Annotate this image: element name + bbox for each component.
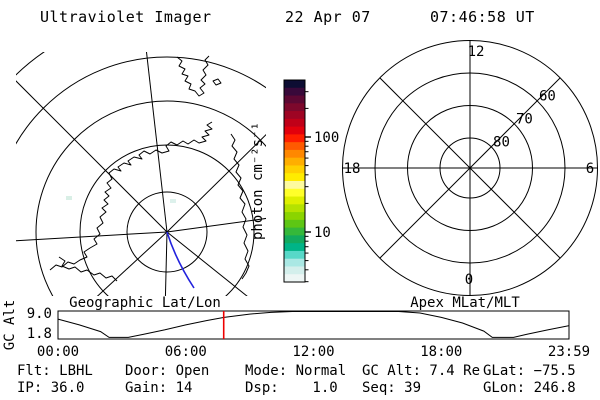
status-field: GLon: 246.8: [483, 380, 576, 396]
colorbar-band: [284, 111, 305, 120]
colorbar-band: [284, 212, 305, 221]
latitude-ring: [16, 56, 266, 145]
mlat-ring-label: 80: [493, 135, 510, 151]
mlt-spoke: [379, 77, 471, 169]
colorbar-band: [284, 204, 305, 213]
meridian-line: [166, 231, 248, 296]
time-axis-label: 18:00: [420, 344, 462, 360]
gcalt-ytick-9: 9.0: [27, 306, 52, 322]
coastline-segment: [49, 121, 213, 271]
colorbar-band: [284, 173, 305, 182]
colorbar-band: [284, 103, 305, 112]
mlt-spoke: [469, 167, 561, 259]
antarctica-coastline: [49, 55, 250, 282]
coastline-segment: [230, 133, 250, 280]
meridian-line: [145, 52, 168, 233]
satellite-track-line: [166, 231, 195, 289]
gcalt-ytick-1.8: 1.8: [27, 326, 52, 342]
gcalt-curve: [57, 311, 569, 338]
status-field: IP: 36.0: [17, 380, 85, 396]
colorbar-band: [284, 219, 305, 229]
colorbar-band: [284, 149, 305, 159]
colorbar-band: [284, 227, 305, 236]
mlt-spoke: [379, 167, 471, 259]
status-field: Seq: 39: [362, 380, 422, 396]
colorbar-band: [284, 87, 305, 97]
gcalt-chart-frame: [57, 310, 570, 340]
coastline-segment: [58, 256, 118, 282]
time-axis-label: 00:00: [37, 344, 79, 360]
colorbar: [284, 80, 305, 283]
status-field: GC Alt: 7.4 Re: [362, 363, 481, 379]
faint-emission-pixel: [170, 199, 176, 203]
gcalt-axis-label: GC Alt: [2, 300, 18, 351]
coastline-segment: [176, 55, 210, 97]
colorbar-band: [284, 157, 305, 167]
polar-mlat-ring-labels: 80 70 60: [493, 89, 556, 151]
colorbar-tick-100: 100: [314, 130, 339, 146]
colorbar-band: [284, 274, 305, 283]
faint-emission-pixel: [66, 196, 72, 200]
apex-polar-grid: [342, 40, 598, 296]
polar-hour-18: 18: [344, 161, 361, 177]
colorbar-band: [284, 165, 305, 174]
colorbar-band: [284, 196, 305, 205]
polar-hour-0: 0: [465, 272, 473, 288]
status-field: Door: Open: [125, 363, 210, 379]
colorbar-band: [284, 95, 305, 104]
meridian-line: [16, 231, 168, 242]
colorbar-band: [284, 126, 305, 135]
status-field: GLat: −75.5: [483, 363, 576, 379]
polar-hour-12: 12: [468, 44, 485, 60]
app-title: Ultraviolet Imager: [40, 8, 212, 26]
meridian-line: [166, 134, 266, 233]
mlat-ring-label: 60: [539, 89, 556, 105]
colorbar-band: [284, 235, 305, 244]
colorbar-band: [284, 266, 305, 275]
colorbar-units-label: photon cm⁻²s⁻¹: [250, 122, 266, 240]
polar-caption: Apex MLat/MLT: [410, 295, 520, 311]
mlt-spoke: [469, 77, 561, 169]
geographic-map-grid: [16, 52, 266, 296]
colorbar-band: [284, 142, 305, 151]
colorbar-band: [284, 258, 305, 268]
status-field: Gain: 14: [125, 380, 193, 396]
polar-hour-6: 6: [586, 161, 594, 177]
orbit-track: [166, 231, 195, 289]
latitude-ring: [126, 191, 208, 273]
header-date: 22 Apr 07: [285, 8, 371, 26]
time-axis-labels: 00:00 06:00 12:00 18:00 23:59: [37, 344, 590, 360]
map-caption: Geographic Lat/Lon: [69, 295, 221, 311]
meridian-line: [96, 231, 168, 296]
colorbar-band: [284, 80, 305, 89]
status-field: Mode: Normal: [245, 363, 347, 379]
colorbar-tick-10: 10: [314, 225, 331, 241]
time-axis-label: 12:00: [292, 344, 334, 360]
colorbar-band: [284, 118, 305, 128]
meridian-line: [164, 231, 168, 296]
latitude-ring: [35, 100, 266, 296]
status-field: Dsp: 1.0: [245, 380, 338, 396]
meridian-line: [16, 80, 168, 233]
header-time-ut: 07:46:58 UT: [430, 8, 535, 26]
mlat-ring-label: 70: [516, 112, 533, 128]
status-field: Flt: LBHL: [17, 363, 93, 379]
time-axis-label: 23:59: [548, 344, 590, 360]
colorbar-band: [284, 188, 305, 198]
colorbar-border: [283, 79, 306, 283]
colorbar-band: [284, 243, 305, 252]
coastline-segment: [212, 78, 222, 86]
colorbar-band: [284, 134, 305, 143]
colorbar-ticks: [305, 91, 311, 283]
colorbar-band: [284, 181, 305, 190]
meridian-line: [166, 217, 266, 233]
time-axis-label: 06:00: [165, 344, 207, 360]
colorbar-band: [284, 250, 305, 260]
